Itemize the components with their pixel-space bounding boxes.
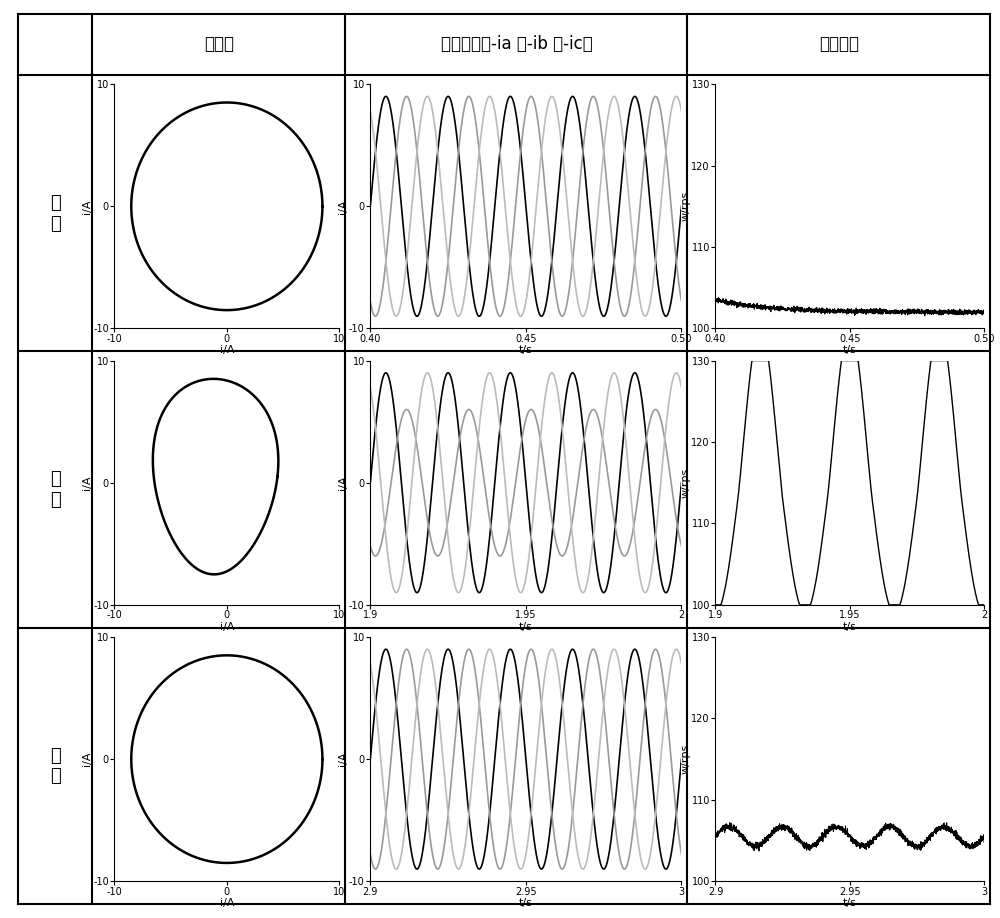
Y-axis label: i/A: i/A <box>82 752 92 767</box>
X-axis label: t/s: t/s <box>843 345 857 355</box>
Y-axis label: i/A: i/A <box>338 752 348 767</box>
Y-axis label: i/A: i/A <box>338 199 348 214</box>
Text: 波形图（红-ia 绿-ib 蓝-ic）: 波形图（红-ia 绿-ib 蓝-ic） <box>441 36 592 53</box>
X-axis label: t/s: t/s <box>843 898 857 908</box>
X-axis label: t/s: t/s <box>519 898 533 908</box>
Y-axis label: i/A: i/A <box>82 199 92 214</box>
Y-axis label: w/rps: w/rps <box>680 191 690 221</box>
X-axis label: i/A: i/A <box>220 621 234 632</box>
X-axis label: t/s: t/s <box>843 621 857 632</box>
X-axis label: i/A: i/A <box>220 898 234 908</box>
Text: 正
常: 正 常 <box>50 194 61 232</box>
Y-axis label: i/A: i/A <box>338 476 348 490</box>
X-axis label: t/s: t/s <box>519 345 533 355</box>
Y-axis label: w/rps: w/rps <box>680 744 690 774</box>
Text: 转速波动: 转速波动 <box>819 36 859 53</box>
X-axis label: i/A: i/A <box>220 345 234 355</box>
Text: 轨迹圆: 轨迹圆 <box>204 36 234 53</box>
Text: 故
障: 故 障 <box>50 470 61 509</box>
Y-axis label: w/rps: w/rps <box>680 467 690 498</box>
Y-axis label: i/A: i/A <box>82 476 92 490</box>
Text: 容
错: 容 错 <box>50 746 61 786</box>
X-axis label: t/s: t/s <box>519 621 533 632</box>
